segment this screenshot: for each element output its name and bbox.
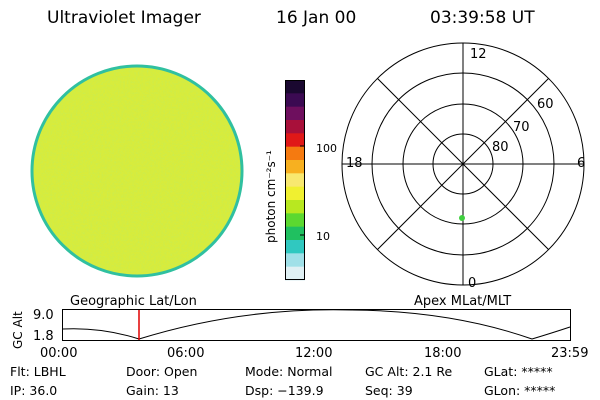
mlt-label-0: 0 (468, 276, 477, 291)
colorbar-segment (285, 133, 305, 148)
colorbar-segment (285, 186, 305, 201)
colorbar-segment (285, 240, 305, 254)
seq-info: Seq: 39 (365, 383, 413, 398)
geographic-label: Geographic Lat/Lon (70, 294, 197, 309)
dsp-info: Dsp: −139.9 (245, 383, 324, 398)
date-label: 16 Jan 00 (276, 8, 357, 28)
mode-info: Mode: Normal (245, 364, 333, 379)
colorbar-segment (285, 93, 305, 108)
colorbar-segment (285, 200, 305, 214)
mlt-label-18: 18 (346, 156, 363, 171)
time-label: 03:39:58 UT (430, 8, 535, 28)
colorbar-unit-label: photon cm⁻²s⁻¹ (264, 150, 278, 243)
gain-info: Gain: 13 (126, 383, 179, 398)
x-tick-1800: 18:00 (424, 346, 462, 361)
x-tick-2359: 23:59 (551, 346, 589, 361)
colorbar-segment (285, 253, 305, 268)
colorbar-segment (285, 266, 305, 281)
alt-axis-label: GC Alt (11, 311, 25, 349)
ip-info: IP: 36.0 (10, 383, 58, 398)
filter-info: Flt: LBHL (10, 364, 66, 379)
alt-tick-1-8: 1.8 (33, 329, 54, 344)
app-title: Ultraviolet Imager (47, 8, 201, 28)
lat-label-80: 80 (492, 140, 509, 155)
colorbar-tick-10: 10 (316, 230, 330, 243)
x-tick-1200: 12:00 (295, 346, 333, 361)
glon-info: GLon: ***** (484, 383, 556, 398)
aurora-spot (459, 215, 465, 221)
altitude-strip (62, 309, 571, 341)
alt-tick-9: 9.0 (33, 308, 54, 323)
colorbar-segment (285, 80, 305, 94)
colorbar-segment (285, 213, 305, 228)
colorbar-segment (285, 173, 305, 188)
polar-plot (341, 42, 585, 286)
glat-info: GLat: ***** (484, 364, 553, 379)
colorbar-segment (285, 160, 305, 174)
lat-label-60: 60 (537, 97, 554, 112)
lat-label-70: 70 (513, 120, 530, 135)
colorbar-segment (285, 120, 305, 134)
apex-label: Apex MLat/MLT (414, 294, 512, 309)
gc-alt-info: GC Alt: 2.1 Re (365, 364, 453, 379)
colorbar-segment (285, 106, 305, 121)
mlt-label-12: 12 (470, 47, 487, 62)
x-tick-0000: 00:00 (40, 346, 78, 361)
colorbar-segment (285, 226, 305, 241)
image-disk-edge (30, 64, 244, 278)
colorbar-frame (285, 80, 305, 280)
x-tick-0600: 06:00 (167, 346, 205, 361)
colorbar-tick-100: 100 (316, 142, 337, 155)
colorbar (285, 80, 305, 281)
mlt-label-6: 6 (577, 156, 586, 171)
colorbar-segment (285, 146, 305, 161)
door-info: Door: Open (126, 364, 198, 379)
